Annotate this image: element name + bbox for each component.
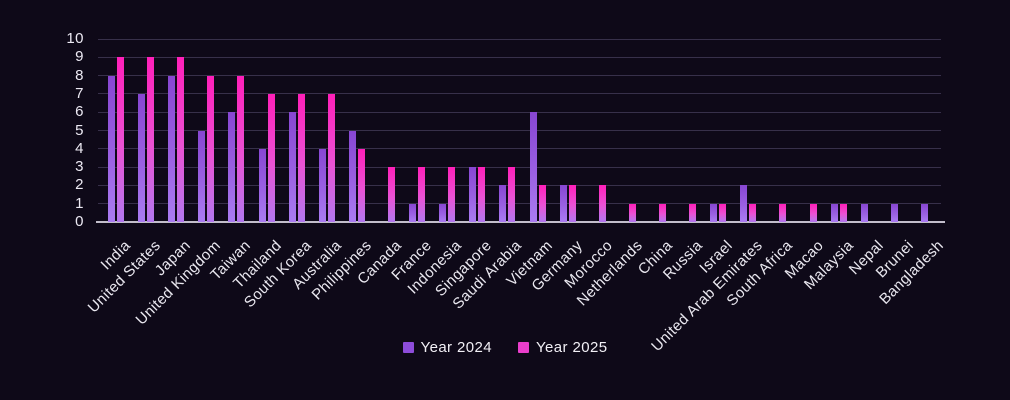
y-tick-label-1: 1 (75, 194, 84, 212)
bar-year-2025-canada (388, 167, 396, 222)
legend-item-year-2025: Year 2025 (518, 339, 607, 356)
bar-year-2025-germany (568, 185, 576, 222)
bar-year-2025-thailand (267, 93, 275, 222)
y-tick-label-9: 9 (75, 48, 84, 66)
bar-year-2025-japan (177, 57, 185, 222)
bar-year-2025-vietnam (538, 185, 546, 222)
bar-year-2024-australia (318, 148, 326, 222)
x-axis-line (96, 221, 945, 223)
legend-label-year-2025: Year 2025 (536, 339, 608, 356)
bar-year-2025-south-korea (297, 93, 305, 222)
bar-year-2025-france (418, 167, 426, 222)
bar-year-2024-bangladesh (920, 203, 928, 222)
gridline-2 (98, 184, 941, 186)
bar-year-2025-united-states (147, 57, 155, 222)
gridline-10 (98, 38, 941, 40)
bar-year-2025-china (658, 203, 666, 222)
gridline-4 (98, 148, 941, 150)
bar-year-2025-singapore (478, 167, 486, 222)
bar-year-2025-netherlands (628, 203, 636, 222)
gridline-5 (98, 130, 941, 131)
gridline-6 (98, 111, 941, 113)
plot-area (96, 38, 945, 223)
gridline-1 (98, 203, 941, 205)
y-tick-label-3: 3 (75, 158, 84, 176)
y-tick-label-10: 10 (66, 30, 84, 47)
legend-label-year-2024: Year 2024 (420, 339, 492, 356)
bar-year-2025-morocco (598, 185, 606, 222)
bar-year-2025-united-arab-emirates (749, 203, 757, 222)
bar-year-2025-india (117, 57, 125, 222)
bar-year-2024-nepal (860, 203, 868, 222)
gridline-3 (98, 166, 941, 168)
legend: Year 2024 Year 2025 (0, 339, 1010, 356)
bar-year-2024-israel (710, 203, 718, 222)
bar-year-2024-united-states (138, 93, 146, 222)
bar-year-2024-united-kingdom (198, 130, 206, 222)
legend-swatch-2024-icon (402, 342, 414, 353)
y-tick-label-2: 2 (75, 176, 84, 194)
gridline-9 (98, 56, 941, 58)
bar-year-2025-philippines (357, 148, 365, 222)
bar-year-2025-malaysia (839, 203, 847, 222)
gridline-8 (98, 75, 941, 77)
bar-year-2024-indonesia (439, 203, 447, 222)
bar-year-2024-brunei (890, 203, 898, 222)
bar-year-2024-japan (168, 75, 176, 222)
bar-year-2024-thailand (258, 148, 266, 222)
bar-year-2024-taiwan (228, 112, 236, 222)
bar-year-2025-united-kingdom (207, 75, 215, 222)
bar-year-2024-saudi-arabia (499, 185, 507, 222)
bar-year-2025-russia (689, 203, 697, 222)
bar-year-2024-united-arab-emirates (740, 185, 748, 222)
y-tick-label-0: 0 (75, 213, 84, 230)
bar-year-2025-taiwan (237, 75, 245, 222)
y-tick-label-4: 4 (75, 139, 84, 157)
y-tick-label-8: 8 (75, 66, 84, 84)
bar-year-2025-israel (719, 203, 727, 222)
legend-swatch-2025-icon (518, 342, 529, 353)
bar-year-2024-india (108, 75, 116, 222)
y-tick-label-7: 7 (75, 84, 84, 102)
bar-year-2024-south-korea (288, 112, 296, 222)
bar-year-2025-macao (809, 203, 817, 222)
bar-year-2025-south-africa (779, 203, 787, 222)
gridline-7 (98, 93, 941, 95)
legend-item-year-2024: Year 2024 (402, 339, 492, 356)
bar-year-2024-germany (559, 185, 567, 222)
bar-year-2024-singapore (469, 167, 477, 222)
bar-year-2025-saudi-arabia (508, 167, 516, 222)
bar-year-2025-indonesia (448, 167, 456, 222)
bar-year-2025-australia (327, 93, 335, 222)
bar-year-2024-france (409, 203, 417, 222)
bar-year-2024-malaysia (830, 203, 838, 222)
bar-year-2024-vietnam (529, 112, 537, 222)
y-tick-label-5: 5 (75, 121, 84, 139)
y-tick-label-6: 6 (75, 103, 84, 121)
bar-year-2024-philippines (348, 130, 356, 222)
